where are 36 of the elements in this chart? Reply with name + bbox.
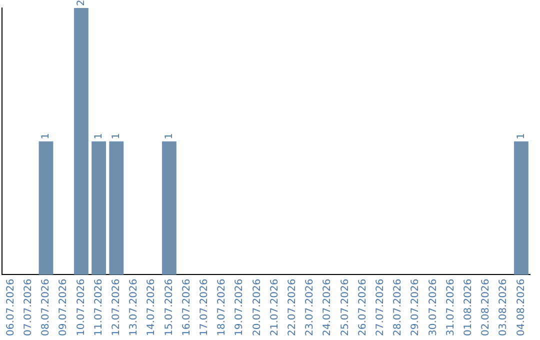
x-tick-label: 03.08.2026 [498, 278, 510, 336]
x-tick-label: 16.07.2026 [181, 278, 192, 336]
data-label: 2 [76, 0, 87, 6]
data-label: 1 [110, 132, 122, 140]
x-tick-label: 22.07.2026 [286, 278, 298, 336]
data-label: 1 [516, 132, 527, 140]
data-label: 1 [93, 132, 104, 140]
x-tick-label: 15.07.2026 [164, 278, 175, 336]
x-tick-label: 25.07.2026 [340, 278, 351, 336]
x-tick-label: 30.07.2026 [428, 278, 439, 336]
x-tick-label: 14.07.2026 [146, 278, 158, 336]
x-tick-label: 26.07.2026 [357, 278, 368, 336]
x-tick-label: 24.07.2026 [322, 278, 334, 336]
x-tick-label: 02.08.2026 [480, 278, 492, 336]
x-tick-label: 11.07.2026 [93, 278, 104, 336]
x-tick-label: 01.08.2026 [462, 278, 474, 336]
x-tick-label: 23.07.2026 [304, 278, 316, 336]
x-tick-label: 20.07.2026 [252, 278, 263, 336]
x-tick-label: 06.07.2026 [5, 278, 16, 336]
x-tick-label: 08.07.2026 [40, 278, 52, 336]
x-tick-label: 21.07.2026 [269, 278, 280, 336]
x-tick-label: 12.07.2026 [110, 278, 122, 336]
x-tick-label: 31.07.2026 [445, 278, 456, 336]
x-tick-label: 09.07.2026 [58, 278, 70, 336]
x-tick-label: 13.07.2026 [128, 278, 140, 336]
x-tick-label: 19.07.2026 [234, 278, 246, 336]
x-tick-label: 10.07.2026 [76, 278, 87, 336]
x-tick-label: 17.07.2026 [198, 278, 210, 336]
data-label: 1 [164, 132, 175, 140]
x-tick-label: 07.07.2026 [22, 278, 34, 336]
x-tick-label: 27.07.2026 [374, 278, 386, 336]
data-label: 1 [40, 132, 52, 140]
x-tick-label: 04.08.2026 [516, 278, 527, 336]
x-tick-label: 29.07.2026 [410, 278, 422, 336]
x-tick-label: 28.07.2026 [392, 278, 404, 336]
x-tick-label: 18.07.2026 [216, 278, 228, 336]
